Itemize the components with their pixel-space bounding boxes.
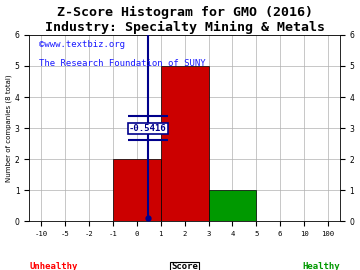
Text: Healthy: Healthy [302, 262, 340, 270]
Y-axis label: Number of companies (8 total): Number of companies (8 total) [5, 74, 12, 182]
Title: Z-Score Histogram for GMO (2016)
Industry: Specialty Mining & Metals: Z-Score Histogram for GMO (2016) Industr… [45, 6, 325, 34]
Text: Unhealthy: Unhealthy [30, 262, 78, 270]
Text: ©www.textbiz.org: ©www.textbiz.org [39, 40, 125, 49]
Bar [208, 190, 256, 221]
Text: Score: Score [171, 262, 198, 270]
Text: The Research Foundation of SUNY: The Research Foundation of SUNY [39, 59, 205, 68]
Bar [113, 159, 161, 221]
Bar [161, 66, 208, 221]
Text: -0.5416: -0.5416 [129, 124, 167, 133]
